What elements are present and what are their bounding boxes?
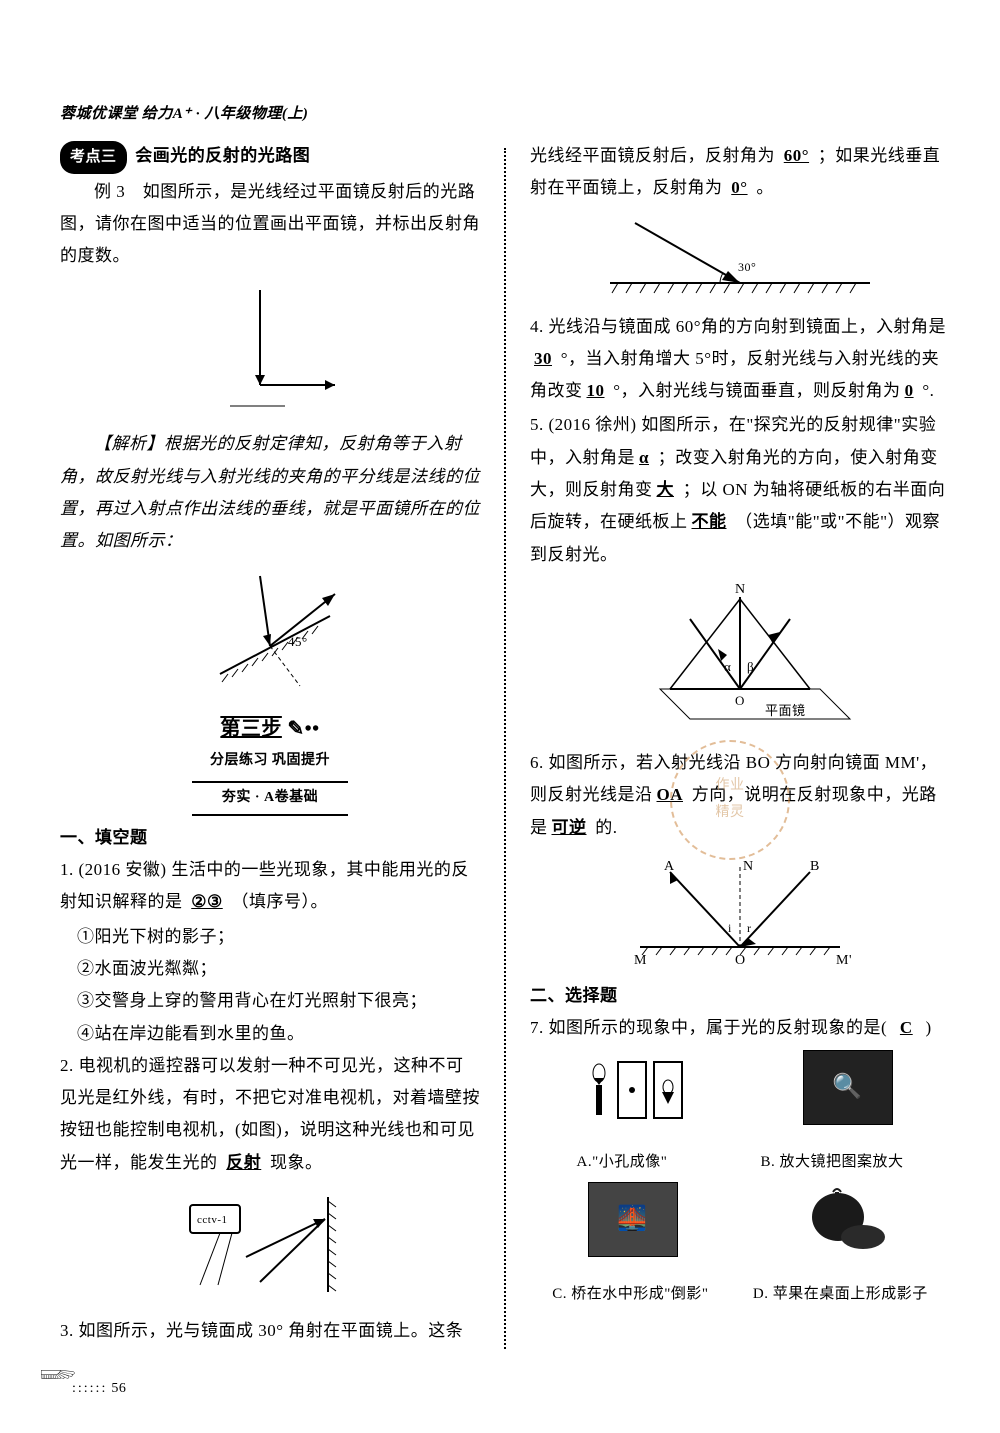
q1-opt2: ②水面波光粼粼； <box>60 953 480 985</box>
q3-continued: 光线经平面镜反射后，反射角为 60° ；如果光线垂直射在平面镜上，反射角为 0°… <box>530 140 950 205</box>
svg-text:M': M' <box>836 953 852 968</box>
svg-text:B: B <box>810 859 820 874</box>
figure-example3 <box>60 280 480 420</box>
svg-text:A: A <box>664 859 675 874</box>
feather-icon: 𓆃 <box>40 1351 76 1393</box>
q1-opt4: ④站在岸边能看到水里的鱼。 <box>60 1018 480 1050</box>
svg-text:r: r <box>747 921 752 935</box>
q6: 6. 如图所示，若入射光线沿 BO 方向射向镜面 MM'，则反射光线是沿OA 方… <box>530 747 950 844</box>
svg-text:45°: 45° <box>288 634 308 649</box>
step3-heading: 第三步 ✎•• 分层练习 巩固提升 夯实 · A卷基础 <box>60 710 480 816</box>
svg-text:β: β <box>747 659 754 674</box>
q1: 1. (2016 安徽) 生活中的一些光现象，其中能用光的反射知识解释的是 ②③… <box>60 854 480 919</box>
figure-q3: 30° <box>530 213 950 303</box>
kaodian-title: 会画光的反射的光路图 <box>135 146 310 165</box>
right-column: 光线经平面镜反射后，反射角为 60° ；如果光线垂直射在平面镜上，反射角为 0°… <box>530 140 950 1349</box>
left-column: 考点三 会画光的反射的光路图 例 3 如图所示，是光线经过平面镜反射后的光路图，… <box>60 140 480 1349</box>
svg-text:平面镜: 平面镜 <box>765 703 806 718</box>
q7: 7. 如图所示的现象中，属于光的反射现象的是( C ) <box>530 1012 950 1044</box>
svg-text:O: O <box>735 693 745 708</box>
page-header: 蓉城优课堂 给力A⁺ · 八年级物理(上) <box>60 100 308 129</box>
section-1-title: 一、填空题 <box>60 822 480 854</box>
kaodian-label: 考点三 <box>60 141 127 174</box>
q3: 3. 如图所示，光与镜面成 30° 角射在平面镜上。这条 <box>60 1315 480 1347</box>
q7-images-row2: 🌉 <box>530 1182 950 1273</box>
section-2-title: 二、选择题 <box>530 980 950 1012</box>
svg-text:N: N <box>743 859 754 874</box>
q7-labels-row1: A."小孔成像"B. 放大镜把图案放大 <box>530 1148 950 1177</box>
figure-q6: N A B i r M M' O <box>530 852 950 972</box>
q2: 2. 电视机的遥控器可以发射一种不可见光，这种不可见光是红外线，有时，不把它对准… <box>60 1050 480 1179</box>
q7-img-b: 🔍 <box>803 1050 893 1125</box>
svg-text:cctv-1: cctv-1 <box>197 1214 227 1226</box>
svg-text:α: α <box>724 659 731 674</box>
q1-opt1: ①阳光下树的影子； <box>60 921 480 953</box>
analysis-text: 【解析】根据光的反射定律知，反射角等于入射角，故反射光线与入射光线的夹角的平分线… <box>60 428 480 557</box>
column-divider <box>504 148 506 1349</box>
q1-opt3: ③交警身上穿的警用背心在灯光照射下很亮； <box>60 985 480 1017</box>
svg-text:M: M <box>634 953 647 968</box>
kaodian-row: 考点三 会画光的反射的光路图 <box>60 140 480 174</box>
svg-text:30°: 30° <box>738 260 756 274</box>
q5: 5. (2016 徐州) 如图所示，在"探究光的反射规律"实验中，入射角是α ；… <box>530 409 950 570</box>
svg-text:O: O <box>735 953 746 968</box>
figure-q2: cctv-1 <box>60 1187 480 1307</box>
example3-text: 例 3 如图所示，是光线经过平面镜反射后的光路图，请你在图中适当的位置画出平面镜… <box>60 176 480 273</box>
figure-q5: N α β O 平面镜 <box>530 579 950 739</box>
svg-text:N: N <box>735 582 746 597</box>
q4: 4. 光线沿与镜面成 60°角的方向射到镜面上，入射角是30 °，当入射角增大 … <box>530 311 950 408</box>
q7-images-row1: 🔍 <box>530 1050 950 1141</box>
q7-labels-row2: C. 桥在水中形成"倒影"D. 苹果在桌面上形成影子 <box>530 1280 950 1309</box>
page-number: :::::: 56 <box>72 1376 126 1403</box>
q7-img-c: 🌉 <box>588 1182 678 1257</box>
figure-analysis: 45° <box>60 566 480 696</box>
svg-text:i: i <box>728 921 732 935</box>
